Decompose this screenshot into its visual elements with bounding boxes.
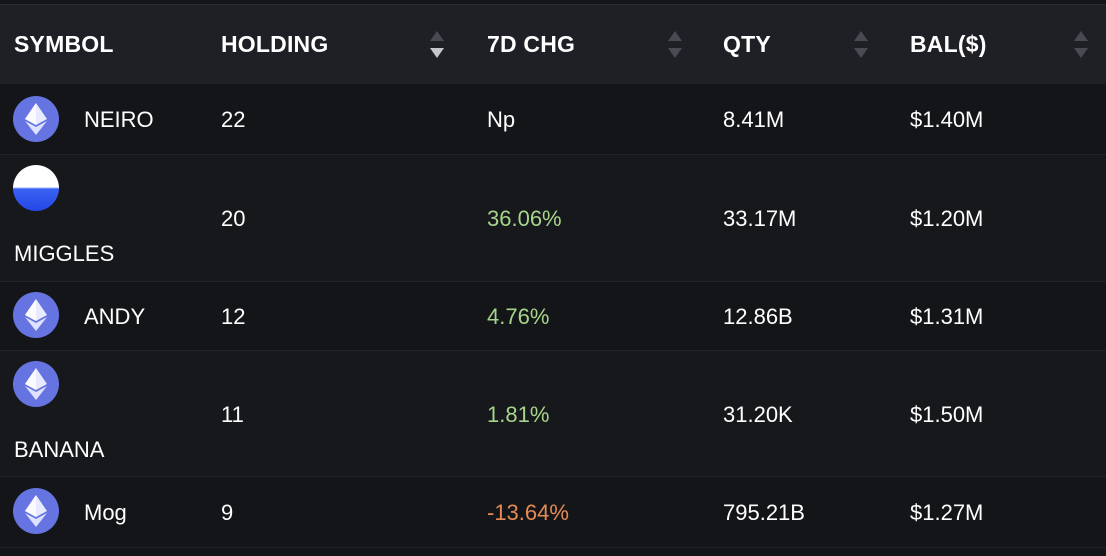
qty-value: 8.41M xyxy=(723,107,785,132)
balance-value: $1.20M xyxy=(910,206,984,231)
qty-value: 33.17M xyxy=(723,206,797,231)
sort-toggle-7d-chg-icon[interactable] xyxy=(668,31,682,63)
holding-value: 12 xyxy=(221,304,246,329)
sort-toggle-bal-icon[interactable] xyxy=(1074,31,1088,63)
chg7d-value: -13.64% xyxy=(487,500,569,525)
table-header: SYMBOL HOLDING 7D CHG QTY BAL($) xyxy=(0,4,1106,84)
holding-value: 20 xyxy=(221,206,246,231)
table-row[interactable]: Mog 9 -13.64% 795.21B $1.27M xyxy=(0,477,1106,548)
symbol-name: BANANA xyxy=(14,437,105,462)
balance-value: $1.50M xyxy=(910,402,984,427)
ethereum-icon xyxy=(13,361,59,407)
table-row[interactable]: BANANA 11 1.81% 31.20K $1.50M xyxy=(0,351,1106,477)
ethereum-icon xyxy=(13,292,59,338)
qty-value: 31.20K xyxy=(723,402,793,427)
balance-value: $1.40M xyxy=(910,107,984,132)
sort-toggle-qty-icon[interactable] xyxy=(854,31,868,63)
table-row[interactable]: NEIRO 22 Np 8.41M $1.40M xyxy=(0,84,1106,155)
symbol-name: NEIRO xyxy=(84,107,154,132)
column-header-7d-chg[interactable]: 7D CHG xyxy=(487,31,576,57)
column-header-symbol[interactable]: SYMBOL xyxy=(14,31,114,57)
symbol-name: MIGGLES xyxy=(14,241,115,266)
holding-value: 22 xyxy=(221,107,246,132)
balance-value: $1.27M xyxy=(910,500,984,525)
column-header-holding[interactable]: HOLDING xyxy=(221,31,329,57)
sort-toggle-holding-icon[interactable] xyxy=(430,31,444,63)
holding-value: 11 xyxy=(221,402,244,427)
chg7d-value: Np xyxy=(487,107,516,132)
balance-value: $1.31M xyxy=(910,304,984,329)
ethereum-icon xyxy=(13,488,59,534)
chg7d-value: 4.76% xyxy=(487,304,550,329)
qty-value: 795.21B xyxy=(723,500,805,525)
table-row[interactable]: MIGGLES 20 36.06% 33.17M $1.20M xyxy=(0,155,1106,282)
qty-value: 12.86B xyxy=(723,304,793,329)
column-header-qty[interactable]: QTY xyxy=(723,31,771,57)
chg7d-value: 1.81% xyxy=(487,402,550,427)
miggles-icon xyxy=(13,165,59,211)
column-header-bal[interactable]: BAL($) xyxy=(910,31,987,57)
holding-value: 9 xyxy=(221,500,234,525)
symbol-name: ANDY xyxy=(84,304,146,329)
table-row[interactable]: ANDY 12 4.76% 12.86B $1.31M xyxy=(0,282,1106,351)
symbol-name: Mog xyxy=(84,500,127,525)
chg7d-value: 36.06% xyxy=(487,206,562,231)
ethereum-icon xyxy=(13,96,59,142)
